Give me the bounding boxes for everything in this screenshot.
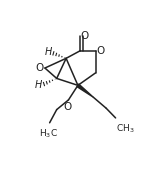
Text: H: H (35, 80, 42, 90)
Text: O: O (96, 46, 105, 56)
Text: CH$_3$: CH$_3$ (116, 123, 135, 135)
Text: H: H (45, 47, 52, 57)
Text: O: O (64, 102, 72, 112)
Polygon shape (77, 84, 93, 97)
Text: O: O (35, 63, 44, 73)
Text: O: O (81, 31, 89, 41)
Text: H$_3$C: H$_3$C (39, 128, 58, 140)
